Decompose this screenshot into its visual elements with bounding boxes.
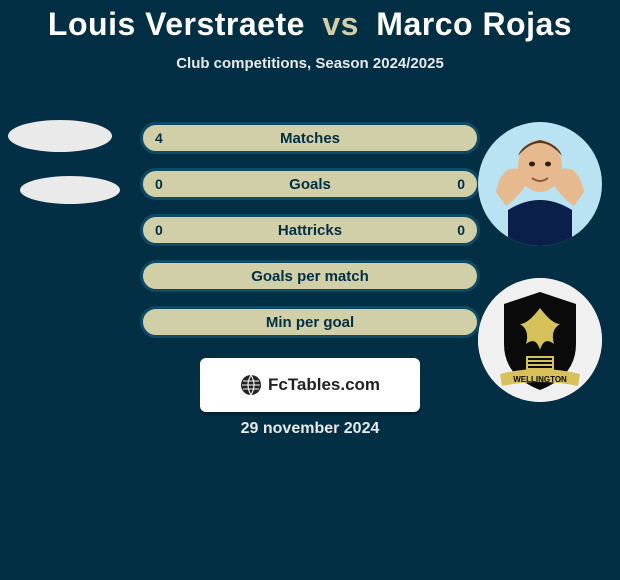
bar-matches: 4 Matches — [140, 122, 480, 154]
player1-name: Louis Verstraete — [48, 6, 305, 42]
vs-separator: vs — [322, 6, 359, 42]
player1-placeholder-shape-2 — [20, 176, 120, 204]
bar-label: Goals per match — [251, 268, 369, 285]
attribution-text: FcTables.com — [268, 375, 380, 395]
player1-placeholder-shape-1 — [8, 120, 112, 152]
bar-left-value: 0 — [155, 176, 163, 192]
bar-left-value: 0 — [155, 222, 163, 238]
player2-photo — [478, 122, 602, 246]
bar-label: Min per goal — [266, 314, 354, 331]
player-portrait-icon — [478, 122, 602, 246]
subtitle: Club competitions, Season 2024/2025 — [0, 55, 620, 72]
bar-goals-per-match: Goals per match — [140, 260, 480, 292]
date-text: 29 november 2024 — [0, 420, 620, 438]
attribution-badge: FcTables.com — [200, 358, 420, 412]
club-crest-icon: WELLINGTON — [478, 278, 602, 402]
striped-ball-icon — [240, 374, 262, 396]
comparison-bars: 4 Matches 0 Goals 0 0 Hattricks 0 Goals … — [140, 122, 480, 352]
bar-left-value: 4 — [155, 130, 163, 146]
bar-label: Goals — [289, 176, 331, 193]
player2-club-crest: WELLINGTON — [478, 278, 602, 402]
player2-name: Marco Rojas — [376, 6, 572, 42]
bar-right-value: 0 — [457, 176, 465, 192]
svg-text:WELLINGTON: WELLINGTON — [513, 375, 567, 384]
bar-right-value: 0 — [457, 222, 465, 238]
bar-label: Hattricks — [278, 222, 342, 239]
bar-label: Matches — [280, 130, 340, 147]
bar-min-per-goal: Min per goal — [140, 306, 480, 338]
bar-goals: 0 Goals 0 — [140, 168, 480, 200]
bar-hattricks: 0 Hattricks 0 — [140, 214, 480, 246]
comparison-title: Louis Verstraete vs Marco Rojas — [0, 0, 620, 43]
